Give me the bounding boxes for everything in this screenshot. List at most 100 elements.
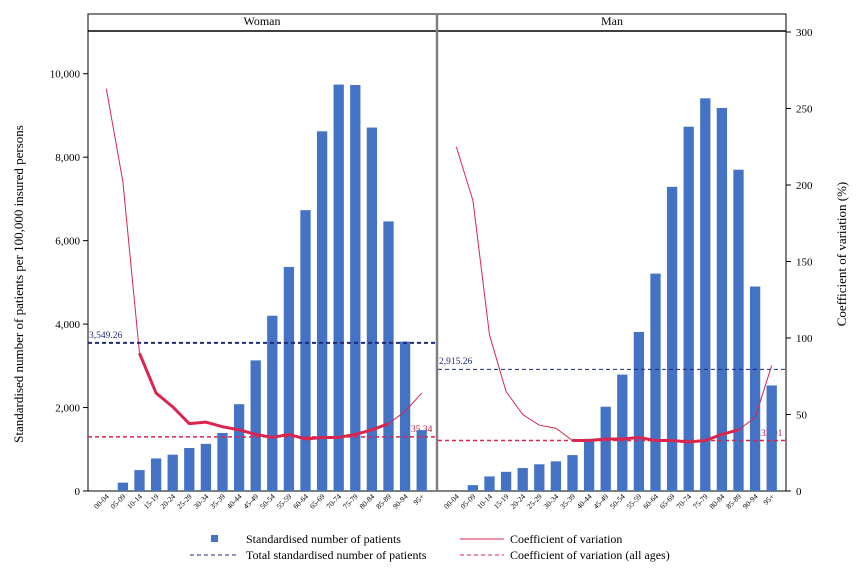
- x-tick-label-woman: 35-39: [208, 492, 227, 511]
- x-tick-label-man: 40-44: [575, 492, 594, 511]
- bar-woman-85-89: [383, 221, 394, 491]
- bar-woman-40-44: [233, 404, 245, 491]
- x-tick-label-woman: 45-49: [241, 492, 260, 511]
- legend-cv-all-label: Coefficient of variation (all ages): [510, 548, 670, 562]
- x-tick-label-man: 60-64: [641, 492, 660, 511]
- bar-man-55-59: [633, 332, 645, 491]
- bar-man-05-09: [467, 485, 479, 491]
- x-tick-label-woman: 05-09: [109, 492, 128, 511]
- x-tick-label-man: 95+: [761, 492, 776, 507]
- bar-woman-90-94: [399, 341, 411, 491]
- x-tick-label-woman: 65-69: [308, 492, 327, 511]
- bar-man-80-84: [716, 107, 728, 491]
- x-tick-label-man: 75-79: [691, 492, 710, 511]
- legend: Standardised number of patients Coeffici…: [190, 532, 670, 562]
- x-tick-label-man: 20-24: [508, 492, 527, 511]
- bar-woman-65-69: [316, 131, 328, 491]
- x-tick-label-woman: 00-04: [92, 492, 111, 511]
- bar-man-75-79: [700, 98, 711, 491]
- bar-man-85-89: [733, 169, 744, 491]
- bar-man-65-69: [666, 186, 678, 492]
- x-tick-label-woman: 10-14: [125, 492, 144, 511]
- x-tick-label-man: 85-89: [724, 492, 743, 511]
- x-tick-label-man: 05-09: [459, 492, 478, 511]
- bar-woman-10-14: [134, 470, 145, 491]
- x-tick-label-man: 25-29: [525, 492, 544, 511]
- legend-bars-label: Standardised number of patients: [246, 532, 401, 546]
- legend-cv-label: Coefficient of variation: [510, 532, 622, 546]
- y-left-tick-label: 6,000: [55, 236, 80, 248]
- bar-man-45-49: [600, 406, 611, 491]
- x-tick-label-woman: 80-84: [358, 492, 377, 511]
- panel-title-man: Man: [601, 14, 623, 28]
- bar-woman-05-09: [117, 482, 129, 491]
- x-tick-label-man: 00-04: [442, 492, 461, 511]
- total-label-woman: 3,549.26: [89, 331, 123, 341]
- x-tick-label-woman: 85-89: [374, 492, 393, 511]
- legend-bars-swatch: [211, 535, 218, 542]
- bar-man-90-94: [749, 286, 761, 491]
- y-left-tick-label: 0: [75, 486, 81, 498]
- bar-man-25-29: [534, 464, 545, 491]
- bar-woman-95+: [416, 430, 427, 491]
- x-tick-label-woman: 70-74: [324, 492, 343, 511]
- x-tick-label-man: 10-14: [475, 492, 494, 511]
- x-tick-label-man: 80-84: [708, 492, 727, 511]
- x-tick-label-man: 15-19: [492, 492, 511, 511]
- bar-woman-50-54: [267, 315, 278, 491]
- bar-man-50-54: [617, 374, 628, 491]
- x-tick-label-woman: 15-19: [142, 492, 161, 511]
- y-right-tick-label: 50: [796, 410, 808, 422]
- x-tick-label-man: 45-49: [591, 492, 610, 511]
- x-tick-label-man: 50-54: [608, 492, 627, 511]
- x-tick-label-woman: 30-34: [192, 492, 211, 511]
- y-axis-left-title: Standardised number of patients per 100,…: [11, 125, 26, 443]
- y-left-tick-label: 2,000: [55, 403, 80, 415]
- x-tick-label-man: 35-39: [558, 492, 577, 511]
- y-right-tick-label: 150: [796, 257, 813, 269]
- panel-title-woman: Woman: [243, 14, 280, 28]
- bar-man-95+: [766, 385, 777, 491]
- bar-woman-15-19: [150, 458, 162, 491]
- legend-total-label: Total standardised number of patients: [246, 548, 427, 562]
- bar-woman-75-79: [350, 84, 361, 491]
- bar-man-20-24: [517, 468, 528, 491]
- bar-woman-45-49: [250, 360, 261, 491]
- x-tick-label-man: 65-69: [658, 492, 677, 511]
- bar-woman-35-39: [217, 432, 228, 491]
- x-tick-label-woman: 95+: [411, 492, 426, 507]
- y-left-tick-label: 10,000: [50, 69, 81, 81]
- bar-man-10-14: [484, 476, 495, 491]
- y-right-tick-label: 0: [796, 486, 802, 498]
- bar-man-15-19: [500, 471, 512, 491]
- x-tick-label-woman: 25-29: [175, 492, 194, 511]
- bar-man-35-39: [567, 455, 578, 491]
- y-left-tick-label: 4,000: [55, 319, 80, 331]
- x-tick-label-man: 90-94: [741, 492, 760, 511]
- bar-woman-80-84: [366, 127, 378, 492]
- x-tick-label-woman: 75-79: [341, 492, 360, 511]
- x-tick-label-woman: 60-64: [291, 492, 310, 511]
- bar-man-30-34: [550, 461, 562, 491]
- cv-line-thick-woman: [138, 352, 390, 441]
- x-tick-label-woman: 40-44: [225, 492, 244, 511]
- y-right-tick-label: 300: [796, 27, 813, 39]
- x-tick-label-man: 30-34: [542, 492, 561, 511]
- y-left-tick-label: 8,000: [55, 152, 80, 164]
- bar-man-60-64: [650, 273, 661, 491]
- x-tick-label-woman: 20-24: [158, 492, 177, 511]
- bar-man-70-74: [683, 126, 694, 491]
- bar-woman-60-64: [300, 210, 311, 491]
- bar-woman-25-29: [184, 448, 195, 491]
- y-right-tick-label: 100: [796, 333, 813, 345]
- y-right-tick-label: 200: [796, 180, 813, 192]
- y-axis-right-title: Coefficient of variation (%): [834, 182, 849, 327]
- bar-woman-30-34: [200, 443, 212, 491]
- bar-woman-20-24: [167, 454, 178, 491]
- plot-layer: 0 2,000 4,000 6,000 8,000 10,000 0 50 100 150 200 2…: [50, 13, 813, 511]
- cv-all-label-woman: 35.34: [411, 425, 433, 435]
- bar-man-40-44: [583, 438, 595, 491]
- x-tick-label-woman: 50-54: [258, 492, 277, 511]
